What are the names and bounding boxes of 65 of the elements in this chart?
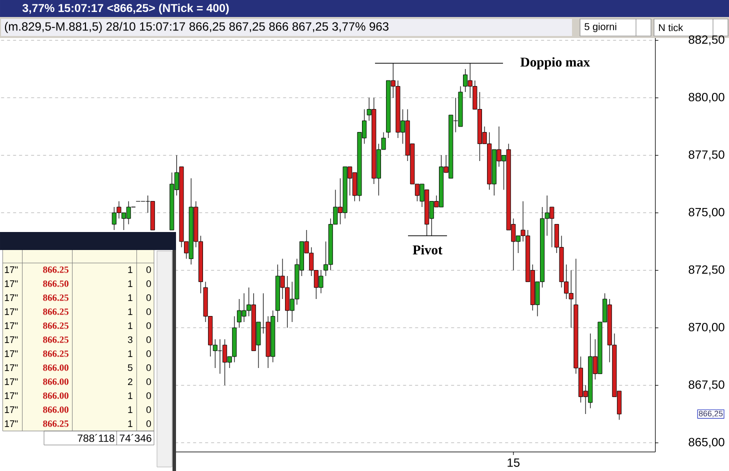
annotation: 788´118	[78, 434, 114, 442]
y-tick-label: 882,50	[688, 35, 724, 46]
annotation: 1	[128, 406, 132, 413]
annotation: 866.25	[43, 420, 68, 427]
annotation: 17"	[4, 378, 18, 385]
annotation: 17"	[4, 364, 18, 371]
annotation: 17"	[4, 294, 18, 301]
annotation: 17"	[4, 406, 18, 413]
annotation: 1	[128, 280, 132, 287]
annotation: 1	[128, 294, 132, 301]
annotation: 5	[128, 364, 132, 371]
annotation: 0	[146, 294, 151, 302]
text: N tick	[659, 24, 684, 32]
annotation: 0	[146, 406, 151, 414]
annotation: 866.00	[43, 364, 68, 371]
annotation: 866.00	[43, 392, 68, 399]
annotation: 866.25	[43, 336, 68, 343]
annotation: 17"	[4, 350, 18, 357]
annotation: 17"	[4, 336, 18, 343]
annotation: 866.25	[43, 266, 68, 273]
chart-title: 3,77% 15:07:17 <866,25> (NTick = 400)	[22, 4, 229, 14]
annotation: 17"	[4, 322, 18, 329]
annotation: 866.00	[43, 406, 68, 413]
y-tick-label: 867,50	[688, 380, 724, 390]
annotation: 866.25	[43, 350, 68, 357]
y-tick-label: 875,00	[688, 208, 724, 218]
annotation: 0	[146, 378, 151, 386]
y-tick-label: 872,50	[688, 265, 724, 276]
y-tick-label: 870,00	[688, 322, 724, 333]
annotation: 17"	[4, 392, 18, 399]
annotation: 1	[128, 392, 132, 399]
annotation: 0	[146, 322, 151, 330]
annotation: 0	[146, 266, 151, 274]
y-tick-label: 877,50	[688, 150, 724, 160]
annotation: 1	[128, 350, 132, 357]
annotation: 0	[146, 420, 151, 428]
annotation: 866.25	[43, 308, 68, 315]
annotation: 17"	[4, 308, 18, 315]
annotation: 866.00	[43, 378, 68, 385]
y-tick-label: 865,00	[688, 438, 724, 448]
annotation: 3	[128, 336, 132, 344]
annotation: 0	[146, 350, 151, 358]
annotation: 17"	[4, 280, 18, 287]
annotation: 0	[146, 364, 151, 372]
annotation: 866.25	[43, 322, 68, 329]
chart-subtitle: (m.829,5-M.881,5) 28/10 15:07:17 866,25 867,25 866 867,25 3,77% 963	[4, 22, 388, 34]
annotation: 17"	[4, 420, 18, 427]
annotation: 1	[128, 266, 132, 273]
annotation: 0	[146, 308, 151, 316]
annotation: 0	[146, 392, 151, 400]
annotation: Doppio max	[520, 57, 590, 70]
annotation: 1	[128, 322, 132, 329]
annotation: 866.25	[43, 294, 68, 301]
annotation: Pivot	[412, 244, 442, 254]
x-tick-label: 15	[508, 458, 520, 467]
annotation: 1	[128, 420, 132, 427]
annotation: 866.50	[43, 280, 68, 287]
annotation: 0	[146, 280, 151, 288]
annotation: 0	[146, 336, 151, 344]
annotation: 2	[128, 378, 132, 385]
y-tick-label: 880,00	[688, 92, 724, 103]
annotation: 74´346	[120, 434, 152, 442]
text: 5 giorni	[584, 22, 616, 32]
annotation: 1	[128, 308, 132, 315]
annotation: 17"	[4, 266, 18, 273]
